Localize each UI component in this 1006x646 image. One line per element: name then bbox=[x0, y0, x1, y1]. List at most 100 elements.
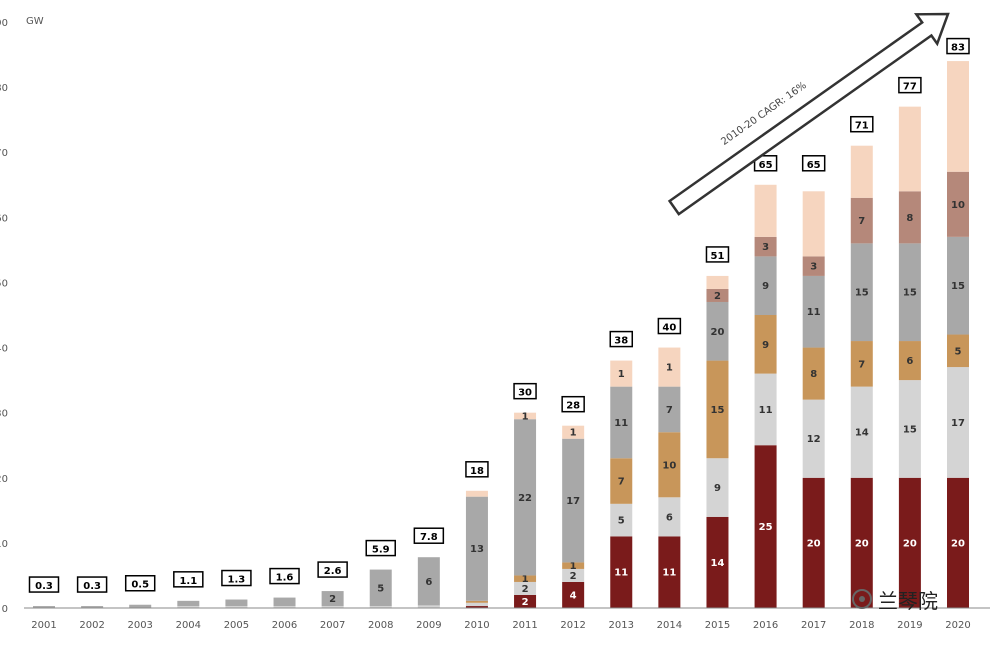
bar-segment bbox=[465, 600, 488, 603]
total-label-box bbox=[413, 527, 445, 544]
segment-label: 7 bbox=[666, 405, 673, 416]
total-label: 1.3 bbox=[228, 575, 246, 586]
y-axis: 0 10 20 30 40 50 60 70 80 90 bbox=[0, 18, 8, 615]
segment-label: 25 bbox=[759, 522, 773, 533]
total-label-box bbox=[705, 246, 730, 263]
bar-segment bbox=[465, 606, 488, 608]
bar-stack: 25 11 9 9 3 65 bbox=[753, 155, 778, 608]
segment-label: 3 bbox=[762, 242, 769, 253]
bar-segment bbox=[658, 347, 681, 387]
bar-segment bbox=[898, 243, 921, 342]
segment-label: 5 bbox=[618, 516, 625, 527]
total-label: 28 bbox=[566, 401, 580, 412]
segment-label: 11 bbox=[759, 405, 773, 416]
total-label: 5.9 bbox=[372, 545, 390, 556]
x-tick-label: 2016 bbox=[753, 620, 778, 631]
bar-segment bbox=[754, 315, 777, 374]
x-tick-label: 2005 bbox=[224, 620, 249, 631]
bar-segment bbox=[514, 412, 537, 420]
total-label-box bbox=[753, 155, 778, 172]
segment-label: 6 bbox=[906, 356, 913, 367]
total-label-box bbox=[465, 461, 489, 478]
bar-stack: 0.5 bbox=[124, 574, 156, 608]
bar-segment bbox=[802, 477, 825, 608]
total-label: 2.6 bbox=[324, 566, 342, 577]
segment-label: 11 bbox=[614, 418, 628, 429]
bar-segment bbox=[129, 604, 152, 608]
bar-segment bbox=[465, 602, 488, 607]
bar-segment bbox=[802, 191, 825, 257]
bar-segment bbox=[81, 606, 104, 608]
bar-segment bbox=[658, 536, 681, 608]
bar-segment bbox=[610, 536, 633, 608]
x-tick-label: 2002 bbox=[79, 620, 104, 631]
total-label-box bbox=[801, 155, 826, 172]
x-tick-label: 2019 bbox=[897, 620, 922, 631]
segment-label: 6 bbox=[666, 512, 673, 523]
segment-label: 10 bbox=[662, 460, 676, 471]
bar-stack: 22.6 bbox=[317, 561, 348, 608]
bar-segment bbox=[658, 497, 681, 537]
bar-segment bbox=[562, 568, 585, 582]
y-tick-label: 70 bbox=[0, 148, 8, 159]
segment-label: 4 bbox=[570, 590, 577, 601]
segment-label: 7 bbox=[858, 216, 865, 227]
bar-stack: 20 15 6 15 8 77 bbox=[898, 76, 922, 608]
y-tick-label: 10 bbox=[0, 539, 8, 550]
bar-segment bbox=[898, 341, 921, 381]
total-label-box bbox=[561, 395, 585, 413]
bar-segment bbox=[610, 386, 633, 459]
bar-segment bbox=[514, 575, 537, 582]
total-label-box bbox=[657, 317, 682, 335]
bar-segment bbox=[898, 106, 921, 192]
total-label: 65 bbox=[759, 160, 773, 171]
y-tick-label: 50 bbox=[0, 278, 8, 289]
bar-stack: 1.3 bbox=[221, 569, 252, 608]
bar-segment bbox=[658, 386, 681, 433]
segment-label: 2 bbox=[570, 571, 577, 582]
segment-label: 3 bbox=[810, 262, 817, 273]
bar-segment bbox=[706, 516, 729, 608]
bar-segment bbox=[417, 605, 440, 608]
y-tick-label: 30 bbox=[0, 409, 8, 420]
bar-segment bbox=[465, 496, 488, 601]
segment-label: 15 bbox=[855, 288, 869, 299]
bar-segment bbox=[610, 458, 633, 504]
total-label: 65 bbox=[807, 160, 821, 171]
wechat-logo-icon bbox=[852, 589, 872, 609]
watermark-text: 兰琴院 bbox=[878, 588, 938, 613]
segment-label: 11 bbox=[807, 307, 821, 318]
bar-segment bbox=[562, 562, 585, 569]
bar-segment bbox=[850, 145, 873, 198]
total-label-box bbox=[173, 571, 204, 588]
segment-label: 1 bbox=[618, 369, 625, 380]
total-label-box bbox=[365, 539, 396, 557]
segment-label: 12 bbox=[807, 434, 821, 445]
bar-segment bbox=[225, 606, 248, 608]
total-label: 1.1 bbox=[179, 576, 197, 587]
bar-segment bbox=[417, 557, 440, 606]
bar-segment bbox=[562, 438, 585, 563]
segment-label: 22 bbox=[518, 493, 532, 504]
bar-segment bbox=[947, 334, 969, 368]
segment-label: 14 bbox=[855, 428, 869, 439]
bar-segment bbox=[802, 399, 825, 478]
x-tick-label: 2014 bbox=[657, 620, 682, 631]
segment-label: 1 bbox=[666, 363, 673, 374]
segment-label: 17 bbox=[566, 496, 580, 507]
x-tick-label: 2007 bbox=[320, 620, 345, 631]
bar-stack: 0.3 bbox=[76, 576, 108, 608]
bar-stack: 20 12 8 11 3 65 bbox=[801, 155, 826, 608]
segment-label: 20 bbox=[855, 538, 869, 549]
bar-segment bbox=[754, 236, 777, 257]
bar-segment bbox=[754, 256, 777, 315]
bar-segment bbox=[754, 184, 777, 237]
total-label-box bbox=[898, 76, 922, 94]
x-tick-label: 2009 bbox=[416, 620, 441, 631]
total-label: 71 bbox=[855, 121, 869, 132]
segment-label: 2 bbox=[714, 291, 721, 302]
segment-label: 1 bbox=[522, 411, 529, 422]
